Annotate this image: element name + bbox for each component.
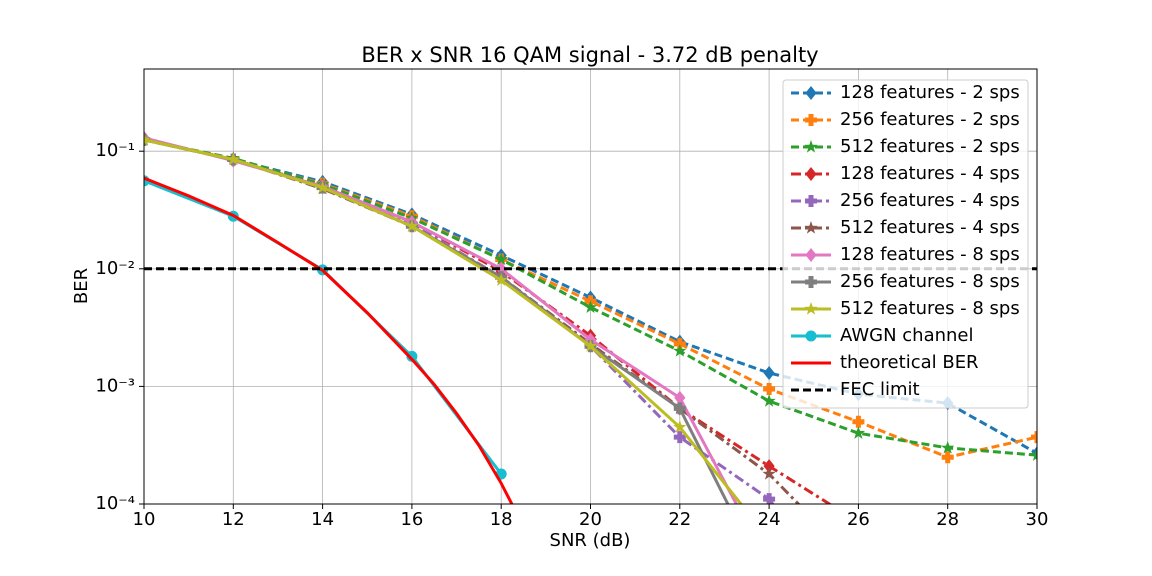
data-point	[762, 466, 776, 480]
y-tick-label: 10⁻¹	[95, 140, 135, 161]
data-point	[405, 219, 419, 232]
y-tick-label: 10⁻²	[95, 258, 135, 279]
x-axis-label: SNR (dB)	[550, 530, 631, 551]
x-tick-label: 24	[758, 509, 781, 530]
data-point	[1031, 431, 1037, 444]
data-point	[583, 300, 598, 314]
legend-marker	[805, 195, 817, 207]
legend-label: AWGN channel	[840, 325, 974, 346]
y-tick-label: 10⁻⁴	[95, 493, 135, 514]
y-tick-label: 10⁻³	[95, 375, 135, 396]
x-tick-label: 14	[311, 509, 334, 530]
data-point	[673, 431, 686, 444]
legend-marker	[804, 140, 818, 153]
x-tick-label: 12	[222, 509, 245, 530]
x-tick-label: 18	[490, 509, 513, 530]
legend-marker	[804, 221, 818, 234]
x-tick-label: 26	[847, 509, 870, 530]
data-point	[144, 132, 151, 146]
plot-area	[144, 130, 1037, 504]
legend-label: 128 features - 4 sps	[840, 163, 1020, 184]
data-point	[851, 426, 866, 439]
series-line	[144, 138, 743, 504]
legend-marker	[805, 114, 817, 126]
data-point	[763, 493, 776, 504]
data-point	[315, 180, 330, 194]
legend-label: 512 features - 2 sps	[840, 136, 1020, 157]
series-line	[144, 138, 1037, 457]
legend-marker	[805, 248, 817, 262]
legend-marker	[804, 302, 818, 315]
legend-label: FEC limit	[840, 379, 920, 400]
data-point	[495, 261, 507, 276]
legend: 128 features - 2 sps 256 features - 2 sps…	[782, 79, 1029, 409]
series-line	[144, 176, 514, 504]
x-tick-label: 20	[579, 509, 602, 530]
legend-label: 512 features - 8 sps	[840, 298, 1020, 319]
data-point	[674, 390, 686, 405]
data-point	[673, 402, 686, 415]
legend-box	[782, 79, 1029, 409]
data-point	[673, 337, 686, 350]
data-point	[763, 365, 775, 380]
data-point	[406, 350, 418, 362]
legend-label: 256 features - 2 sps	[840, 109, 1020, 130]
data-point	[226, 152, 240, 166]
data-point	[1030, 448, 1037, 461]
data-point	[673, 343, 687, 357]
axes: 10 12 14 16 18 20 22 24 26 28 30 10⁻⁴ 10⁻³ 10⁻² 10⁻¹	[95, 140, 1048, 530]
legend-label: 512 features - 4 sps	[840, 217, 1020, 238]
data-point	[494, 273, 508, 286]
legend-label: 128 features - 8 sps	[840, 244, 1020, 265]
legend-marker	[805, 330, 817, 342]
legend-label: 128 features - 2 sps	[840, 82, 1020, 103]
data-point	[852, 415, 865, 428]
legend-label: 256 features - 4 sps	[840, 190, 1020, 211]
x-tick-label: 28	[936, 509, 959, 530]
x-tick-label: 16	[400, 509, 423, 530]
data-point	[941, 451, 954, 464]
chart-title: BER x SNR 16 QAM signal - 3.72 dB penalt…	[361, 43, 818, 67]
x-tick-label: 30	[1026, 509, 1049, 530]
legend-marker	[805, 167, 817, 181]
x-tick-label: 10	[133, 509, 156, 530]
legend-label: theoretical BER	[840, 352, 979, 373]
data-point	[941, 440, 955, 454]
data-point	[763, 383, 776, 396]
x-tick-label: 22	[668, 509, 691, 530]
legend-marker	[805, 86, 817, 100]
data-point	[583, 339, 598, 352]
legend-label: 256 features - 8 sps	[840, 271, 1020, 292]
data-point	[673, 420, 687, 433]
y-axis-label: BER	[71, 268, 92, 304]
data-point	[762, 394, 776, 407]
legend-marker	[805, 276, 817, 288]
data-point	[494, 252, 508, 266]
data-point	[763, 459, 775, 474]
